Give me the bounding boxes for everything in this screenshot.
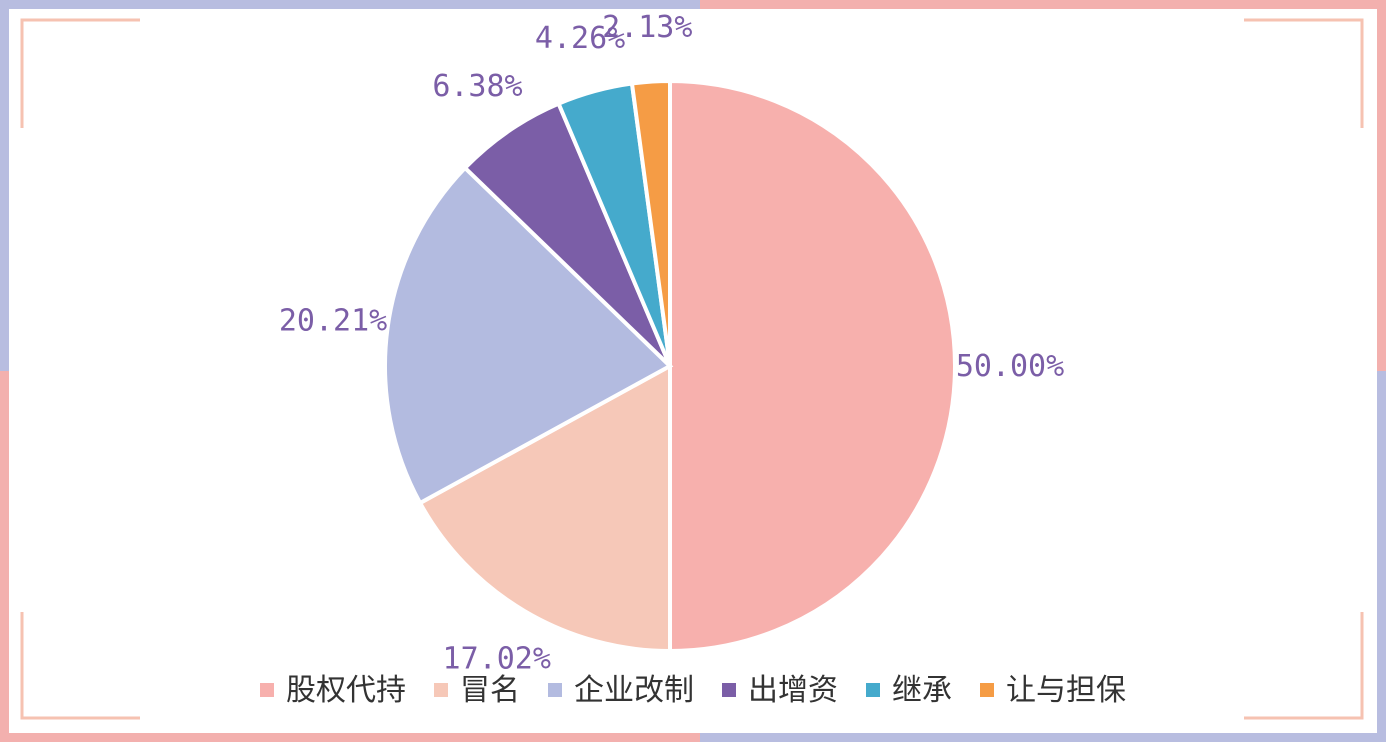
legend-swatch-4 bbox=[866, 683, 880, 697]
slice-label-3: 6.38% bbox=[432, 69, 522, 104]
pie-slice-2 bbox=[383, 165, 674, 506]
pie-slice-0 bbox=[668, 78, 957, 654]
legend-label-0: 股权代持 bbox=[286, 673, 406, 708]
slice-label-4: 4.26% bbox=[535, 21, 625, 56]
slice-label-0: 50.00% bbox=[956, 349, 1064, 384]
slice-label-1: 17.02% bbox=[443, 642, 551, 677]
legend-label-1: 冒名 bbox=[460, 673, 520, 708]
slice-label-5: 2.13% bbox=[602, 10, 692, 45]
legend-swatch-5 bbox=[980, 683, 994, 697]
legend-swatch-0 bbox=[260, 683, 274, 697]
pie-slice-3 bbox=[462, 101, 672, 368]
legend-label-3: 出增资 bbox=[748, 673, 838, 708]
legend-swatch-3 bbox=[722, 683, 736, 697]
legend-swatch-1 bbox=[434, 683, 448, 697]
legend-label-5: 让与担保 bbox=[1006, 673, 1126, 708]
legend-swatch-2 bbox=[548, 683, 562, 697]
legend-label-4: 继承 bbox=[892, 673, 952, 708]
legend-label-2: 企业改制 bbox=[574, 673, 694, 708]
pie-slice-1 bbox=[417, 362, 672, 654]
slice-label-2: 20.21% bbox=[279, 304, 387, 339]
pie-slice-5 bbox=[629, 78, 672, 367]
